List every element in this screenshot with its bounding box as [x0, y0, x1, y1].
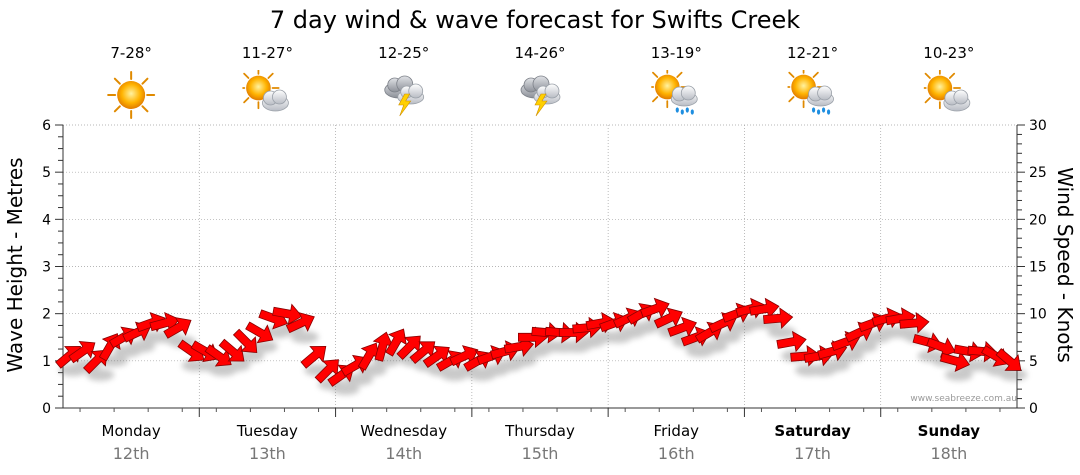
- day-name: Friday: [654, 422, 700, 440]
- arrow-shadow: [127, 340, 156, 353]
- temperature-range: 13-19°: [651, 44, 702, 62]
- wind-arrow: [762, 307, 794, 329]
- temperature-range: 12-21°: [787, 44, 838, 62]
- thunderstorm-icon: [520, 75, 561, 117]
- wind-arrow: [232, 328, 258, 354]
- day-name: Monday: [102, 422, 161, 440]
- wind-arrow: [285, 312, 315, 334]
- day-name: Sunday: [918, 422, 981, 440]
- day-date: 14th: [385, 444, 422, 463]
- day-column: 13-19° Friday 16th: [647, 44, 702, 463]
- right-tick-label: 20: [1029, 212, 1047, 228]
- left-tick-label: 1: [42, 354, 51, 370]
- day-name: Saturday: [774, 422, 851, 440]
- watermark: www.seabreeze.com.au: [910, 394, 1017, 404]
- right-tick-label: 30: [1029, 118, 1047, 134]
- day-date: 18th: [930, 444, 967, 463]
- partly-cloudy-icon: [920, 68, 970, 111]
- sun-icon: [107, 71, 156, 119]
- partly-cloudy-icon: [238, 68, 288, 111]
- wind-arrows: [55, 297, 1028, 395]
- arrow-shadow: [508, 354, 537, 367]
- temperature-range: 12-25°: [378, 44, 429, 62]
- wind-arrow: [899, 312, 930, 334]
- chart-title: 7 day wind & wave forecast for Swifts Cr…: [270, 6, 800, 34]
- wind-arrow: [385, 328, 407, 357]
- right-axis-label: Wind Speed - Knots: [1053, 167, 1077, 363]
- day-date: 15th: [522, 444, 559, 463]
- day-name: Tuesday: [236, 422, 298, 440]
- grid: [63, 124, 1017, 408]
- wind-arrow: [749, 297, 780, 320]
- right-tick-label: 0: [1029, 401, 1038, 417]
- right-tick-label: 10: [1029, 307, 1047, 323]
- left-tick-label: 3: [42, 260, 51, 276]
- day-date: 13th: [249, 444, 286, 463]
- day-column: 14-26° Thursday 15th: [504, 44, 575, 463]
- arrow-shadows: [59, 316, 1028, 395]
- day-column: 12-25° Wednesday 14th: [360, 44, 447, 463]
- arrow-shadow: [999, 368, 1028, 381]
- wind-arrow: [218, 338, 245, 362]
- wind-arrow: [68, 341, 96, 364]
- day-column: 11-27° Tuesday 13th: [236, 44, 298, 463]
- wind-arrow: [776, 330, 807, 353]
- wind-arrow: [422, 345, 450, 368]
- day-date: 17th: [794, 444, 831, 463]
- wind-arrow: [372, 331, 394, 362]
- temperature-range: 10-23°: [923, 44, 974, 62]
- wind-arrow: [163, 317, 192, 339]
- arrow-shadow: [86, 368, 115, 381]
- day-date: 12th: [113, 444, 150, 463]
- right-tick-label: 5: [1029, 354, 1038, 370]
- sun-shower-icon: [783, 67, 833, 115]
- wind-arrow: [300, 346, 327, 369]
- thunderstorm-icon: [384, 75, 425, 117]
- wind-arrow: [204, 344, 232, 367]
- day-columns: 7-28° Monday 12th 11-27° Tuesday 13th 12-25° We…: [102, 44, 981, 463]
- wind-arrow: [272, 303, 303, 325]
- left-axis-label: Wave Height - Metres: [3, 157, 27, 372]
- wind-arrow: [639, 297, 670, 319]
- wind-arrow: [409, 341, 436, 365]
- left-tick-label: 0: [42, 401, 51, 417]
- arrow-shadow: [699, 340, 728, 353]
- sun-shower-icon: [647, 67, 697, 115]
- wind-arrow: [653, 307, 683, 329]
- wind-arrow: [939, 350, 970, 372]
- arrow-shadow: [767, 326, 796, 339]
- arrow-shadow: [822, 359, 851, 372]
- arrow-shadow: [713, 331, 742, 344]
- arrow-shadow: [944, 368, 973, 381]
- left-tick-label: 5: [42, 165, 51, 181]
- day-name: Thursday: [504, 422, 575, 440]
- arrow-shadow: [290, 331, 319, 344]
- left-tick-label: 6: [42, 118, 51, 134]
- arrow-shadow: [345, 373, 374, 386]
- day-date: 16th: [658, 444, 695, 463]
- temperature-range: 11-27°: [242, 44, 293, 62]
- wind-arrow: [314, 359, 339, 384]
- wind-arrow: [667, 316, 697, 338]
- right-tick-label: 15: [1029, 260, 1047, 276]
- left-tick-label: 4: [42, 212, 51, 228]
- day-name: Wednesday: [360, 422, 447, 440]
- arrow-shadow: [331, 382, 360, 395]
- wind-arrow: [995, 348, 1022, 371]
- day-column: 12-21° Saturday 17th: [774, 44, 851, 463]
- wind-arrow: [245, 321, 274, 344]
- day-column: 10-23° Sunday 18th: [918, 44, 981, 463]
- wind-arrow: [396, 335, 421, 360]
- temperature-range: 7-28°: [110, 44, 152, 62]
- axis-ticks: 0 1 2 3 4 5 6 0 5 10 15 20 25 30: [42, 118, 1047, 417]
- day-column: 7-28° Monday 12th: [102, 44, 161, 463]
- right-tick-label: 25: [1029, 165, 1047, 181]
- left-tick-label: 2: [42, 307, 51, 323]
- temperature-range: 14-26°: [514, 44, 565, 62]
